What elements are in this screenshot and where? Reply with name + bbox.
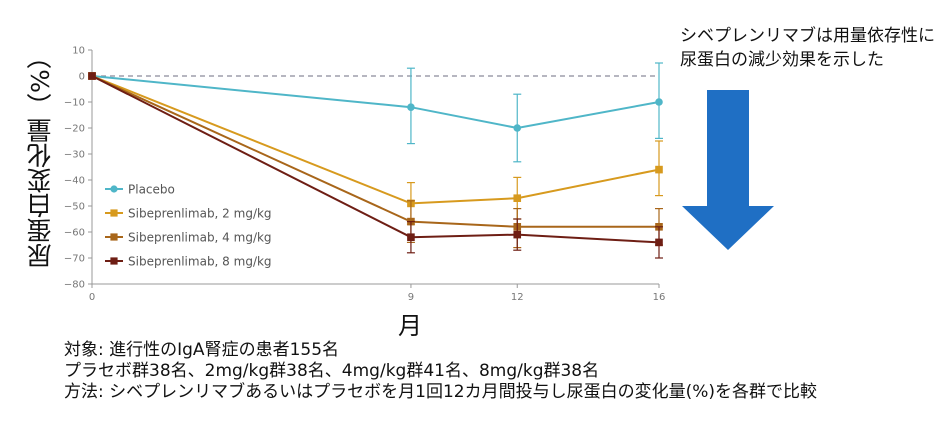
data-point [655, 165, 663, 174]
note-groups: プラセボ群38名、2mg/kg群38名、4mg/kg群41名、8mg/kg群38… [64, 361, 600, 381]
data-point [513, 230, 522, 239]
plot-panel: 10 0 −10 −20 −30 −40 −50 −60 −70 −80 0 9 12 16 Placebo… [56, 38, 680, 306]
down-arrow-shape [682, 90, 774, 250]
y-tick-label: −70 [64, 254, 85, 265]
data-point [513, 124, 522, 132]
y-tick-label: −30 [64, 150, 85, 161]
series-1 [88, 62, 663, 163]
down-arrow-icon [682, 90, 774, 250]
data-point [407, 103, 415, 111]
legend-label: Placebo [128, 183, 175, 197]
x-tick-label: 0 [89, 292, 95, 303]
y-tick-label: 0 [79, 72, 85, 83]
data-point [88, 72, 96, 80]
y-tick-label: −40 [64, 176, 85, 187]
data-point [513, 194, 522, 202]
y-tick-label: 10 [72, 46, 85, 57]
data-point [407, 233, 415, 241]
data-point [655, 98, 663, 106]
line-chart: 10 0 −10 −20 −30 −40 −50 −60 −70 −80 0 9 12 16 Placebo… [64, 46, 666, 304]
legend-marker [110, 233, 118, 241]
y-tick-label: −20 [64, 124, 85, 135]
note-method: 方法: シベプレンリマブあるいはプラセボを月1回12カ月間投与し尿蛋白の変化量(… [64, 382, 817, 402]
study-notes: 対象: 進行性のIgA腎症の患者155名 プラセボ群38名、2mg/kg群38名… [64, 340, 817, 403]
data-point [655, 238, 663, 247]
legend: Placebo Sibeprenlimab, 2 mg/kg Sibeprenlim… [105, 183, 272, 269]
series-4 [88, 72, 663, 259]
series-line [91, 75, 660, 130]
y-tick-label: −80 [64, 280, 85, 291]
series-line [91, 75, 659, 228]
x-tick-label: 16 [653, 292, 666, 303]
x-tick-label: 9 [408, 292, 414, 303]
series-line [91, 75, 660, 205]
legend-marker [110, 185, 118, 193]
legend-marker [110, 209, 118, 217]
annotation-line-2: 尿蛋白の減少効果を示した [680, 50, 884, 70]
x-tick-label: 12 [511, 292, 524, 303]
annotation-line-1: シベプレンリマブは用量依存性に [680, 26, 935, 46]
y-tick-label: −60 [64, 228, 85, 239]
legend-marker [110, 257, 118, 265]
legend-label: Sibeprenlimab, 4 mg/kg [128, 231, 272, 245]
legend-label: Sibeprenlimab, 8 mg/kg [128, 255, 272, 269]
y-tick-label: −50 [64, 202, 85, 213]
annotation-text: シベプレンリマブは用量依存性に 尿蛋白の減少効果を示した [680, 24, 945, 72]
y-axis-title: 尿蛋白変化量（%） [26, 44, 55, 268]
legend-label: Sibeprenlimab, 2 mg/kg [128, 207, 272, 221]
note-subjects: 対象: 進行性のIgA腎症の患者155名 [64, 340, 340, 360]
series-3 [88, 72, 663, 249]
y-tick-label: −10 [64, 98, 85, 109]
series-2 [88, 72, 663, 225]
series-line [91, 75, 660, 244]
x-axis-title: 月 [398, 312, 422, 340]
